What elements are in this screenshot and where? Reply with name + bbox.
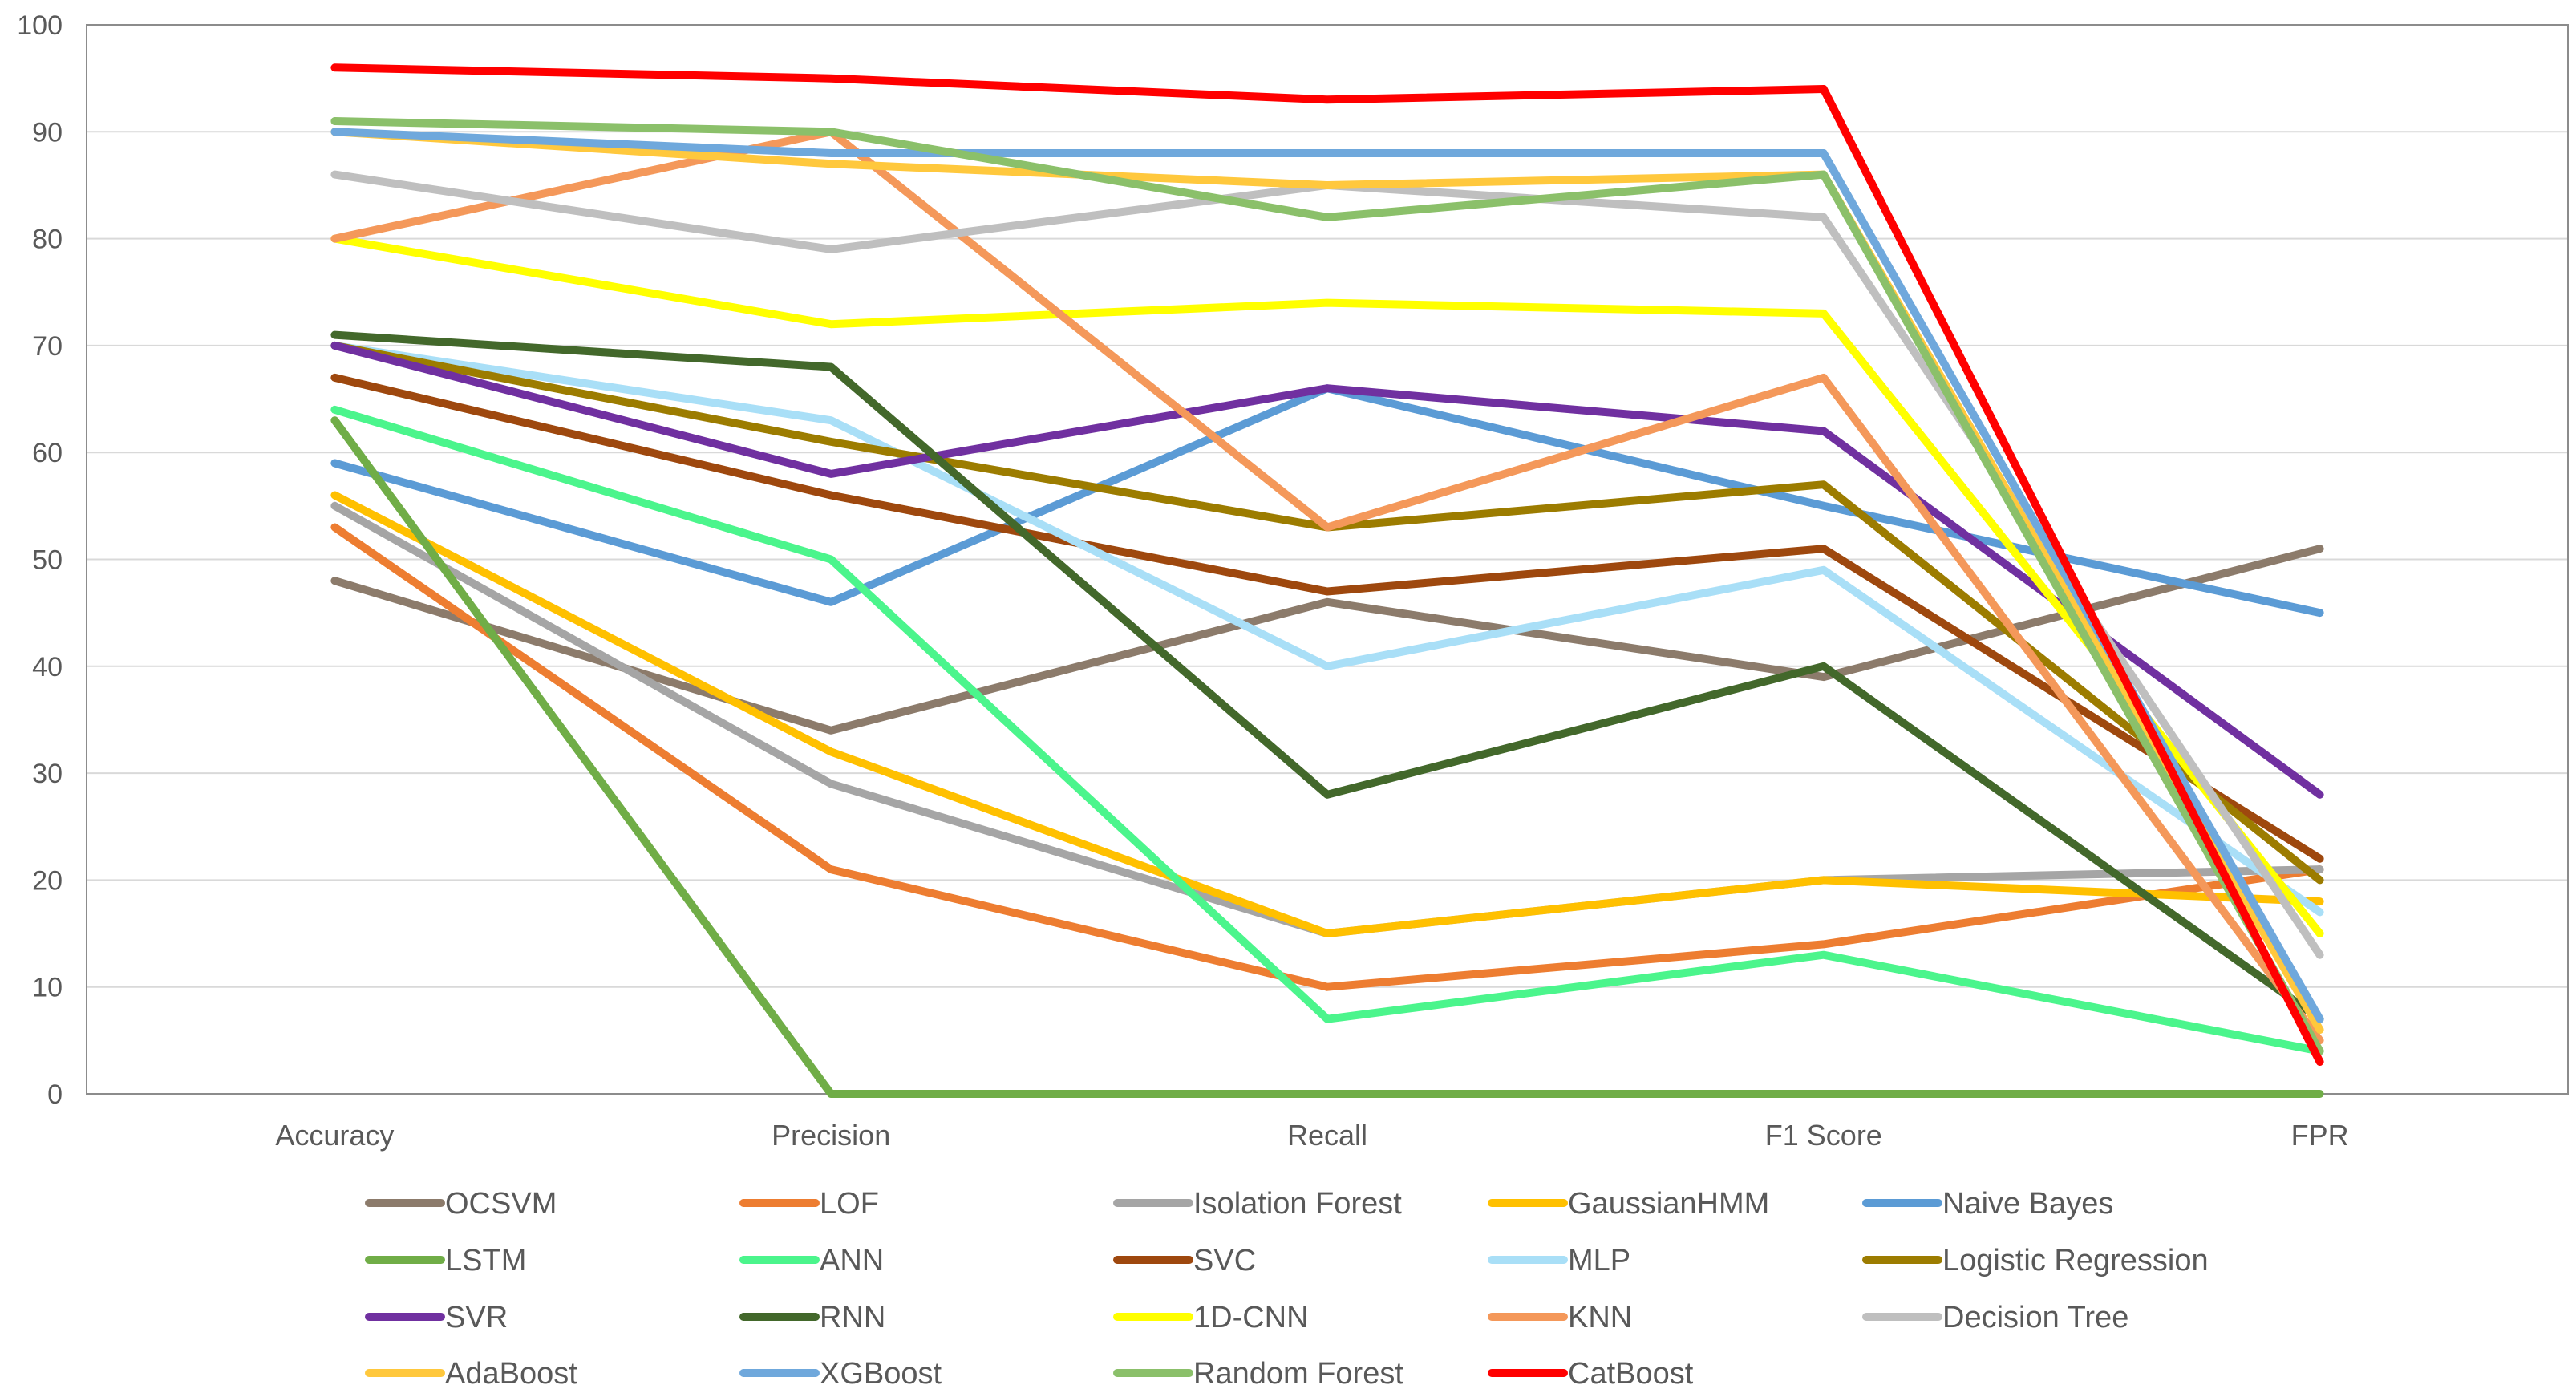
y-tick-label: 20	[32, 865, 63, 896]
legend-item[interactable]: Decision Tree	[1862, 1301, 2128, 1334]
y-tick-label: 80	[32, 225, 63, 255]
series-layer	[330, 63, 2324, 1098]
series-line-gaussianhmm	[330, 491, 2324, 937]
legend-item[interactable]: LSTM	[365, 1244, 526, 1278]
series-line-random-forest	[330, 117, 2324, 1055]
series-line-knn	[330, 128, 2324, 1045]
legend-label: ANN	[820, 1244, 884, 1278]
series-line-catboost	[330, 63, 2324, 1066]
legend-label: AdaBoost	[445, 1357, 577, 1389]
x-category-label: Precision	[772, 1119, 890, 1152]
legend-label: SVC	[1193, 1244, 1256, 1278]
series-line-isolation-forest	[330, 501, 2324, 937]
series-line-mlp	[330, 341, 2324, 917]
legend-item[interactable]: CatBoost	[1488, 1357, 1694, 1389]
legend-label: Naive Bayes	[1942, 1187, 2113, 1221]
y-tick-label: 0	[47, 1079, 63, 1110]
series-line-1d-cnn	[330, 234, 2324, 937]
series-line-svr	[330, 341, 2324, 799]
legend-item[interactable]: LOF	[739, 1187, 879, 1221]
legend-item[interactable]: Naive Bayes	[1862, 1187, 2113, 1221]
y-tick-label: 40	[32, 652, 63, 682]
legend-item[interactable]: MLP	[1488, 1244, 1630, 1278]
series-line-rnn	[330, 330, 2324, 1023]
legend-label: Decision Tree	[1942, 1301, 2128, 1334]
y-tick-label: 50	[32, 545, 63, 576]
y-tick-label: 10	[32, 973, 63, 1003]
y-tick-label: 100	[17, 10, 63, 41]
legend-label: RNN	[820, 1301, 885, 1334]
legend-item[interactable]: Random Forest	[1113, 1357, 1403, 1389]
legend-label: XGBoost	[820, 1357, 942, 1389]
legend-label: LSTM	[445, 1244, 526, 1278]
y-tick-label: 70	[32, 331, 63, 362]
x-category-label: F1 Score	[1765, 1119, 1882, 1152]
series-line-lof	[330, 523, 2324, 991]
legend-label: CatBoost	[1568, 1357, 1694, 1389]
legend-item[interactable]: GaussianHMM	[1488, 1187, 1769, 1221]
legend-label: LOF	[820, 1187, 879, 1221]
y-tick-label: 60	[32, 438, 63, 468]
legend-item[interactable]: RNN	[739, 1301, 885, 1334]
legend-label: GaussianHMM	[1568, 1187, 1769, 1221]
legend-label: Random Forest	[1193, 1357, 1403, 1389]
legend-item[interactable]: Logistic Regression	[1862, 1244, 2209, 1278]
legend-item[interactable]: SVC	[1113, 1244, 1256, 1278]
legend-item[interactable]: Isolation Forest	[1113, 1187, 1402, 1221]
y-axis-ticks: 0 10 20 30 40 50 60 70 80 90 100	[17, 10, 63, 1110]
x-category-label: Recall	[1287, 1119, 1367, 1152]
legend-item[interactable]: OCSVM	[365, 1187, 557, 1221]
series-line-xgboost	[330, 128, 2324, 1023]
legend-item[interactable]: ANN	[739, 1244, 884, 1278]
legend: OCSVM LOF Isolation Forest GaussianHMM Naive…	[365, 1187, 2209, 1389]
legend-label: MLP	[1568, 1244, 1630, 1278]
legend-label: KNN	[1568, 1301, 1632, 1334]
series-line-ocsvm	[330, 545, 2324, 735]
legend-item[interactable]: SVR	[365, 1301, 508, 1334]
y-tick-label: 30	[32, 759, 63, 789]
legend-label: OCSVM	[445, 1187, 557, 1221]
series-line-ann	[330, 405, 2324, 1055]
legend-item[interactable]: KNN	[1488, 1301, 1632, 1334]
x-axis-categories: Accuracy Precision Recall F1 Score FPR	[275, 1119, 2348, 1152]
y-tick-label: 90	[32, 117, 63, 148]
series-line-svc	[330, 373, 2324, 863]
legend-label: SVR	[445, 1301, 508, 1334]
legend-label: Isolation Forest	[1193, 1187, 1402, 1221]
x-category-label: FPR	[2291, 1119, 2349, 1152]
legend-label: Logistic Regression	[1942, 1244, 2209, 1278]
legend-item[interactable]: AdaBoost	[365, 1357, 577, 1389]
series-line-lstm	[330, 416, 2324, 1098]
legend-item[interactable]: 1D-CNN	[1113, 1301, 1309, 1334]
legend-item[interactable]: XGBoost	[739, 1357, 942, 1389]
legend-label: 1D-CNN	[1193, 1301, 1309, 1334]
x-category-label: Accuracy	[275, 1119, 394, 1152]
